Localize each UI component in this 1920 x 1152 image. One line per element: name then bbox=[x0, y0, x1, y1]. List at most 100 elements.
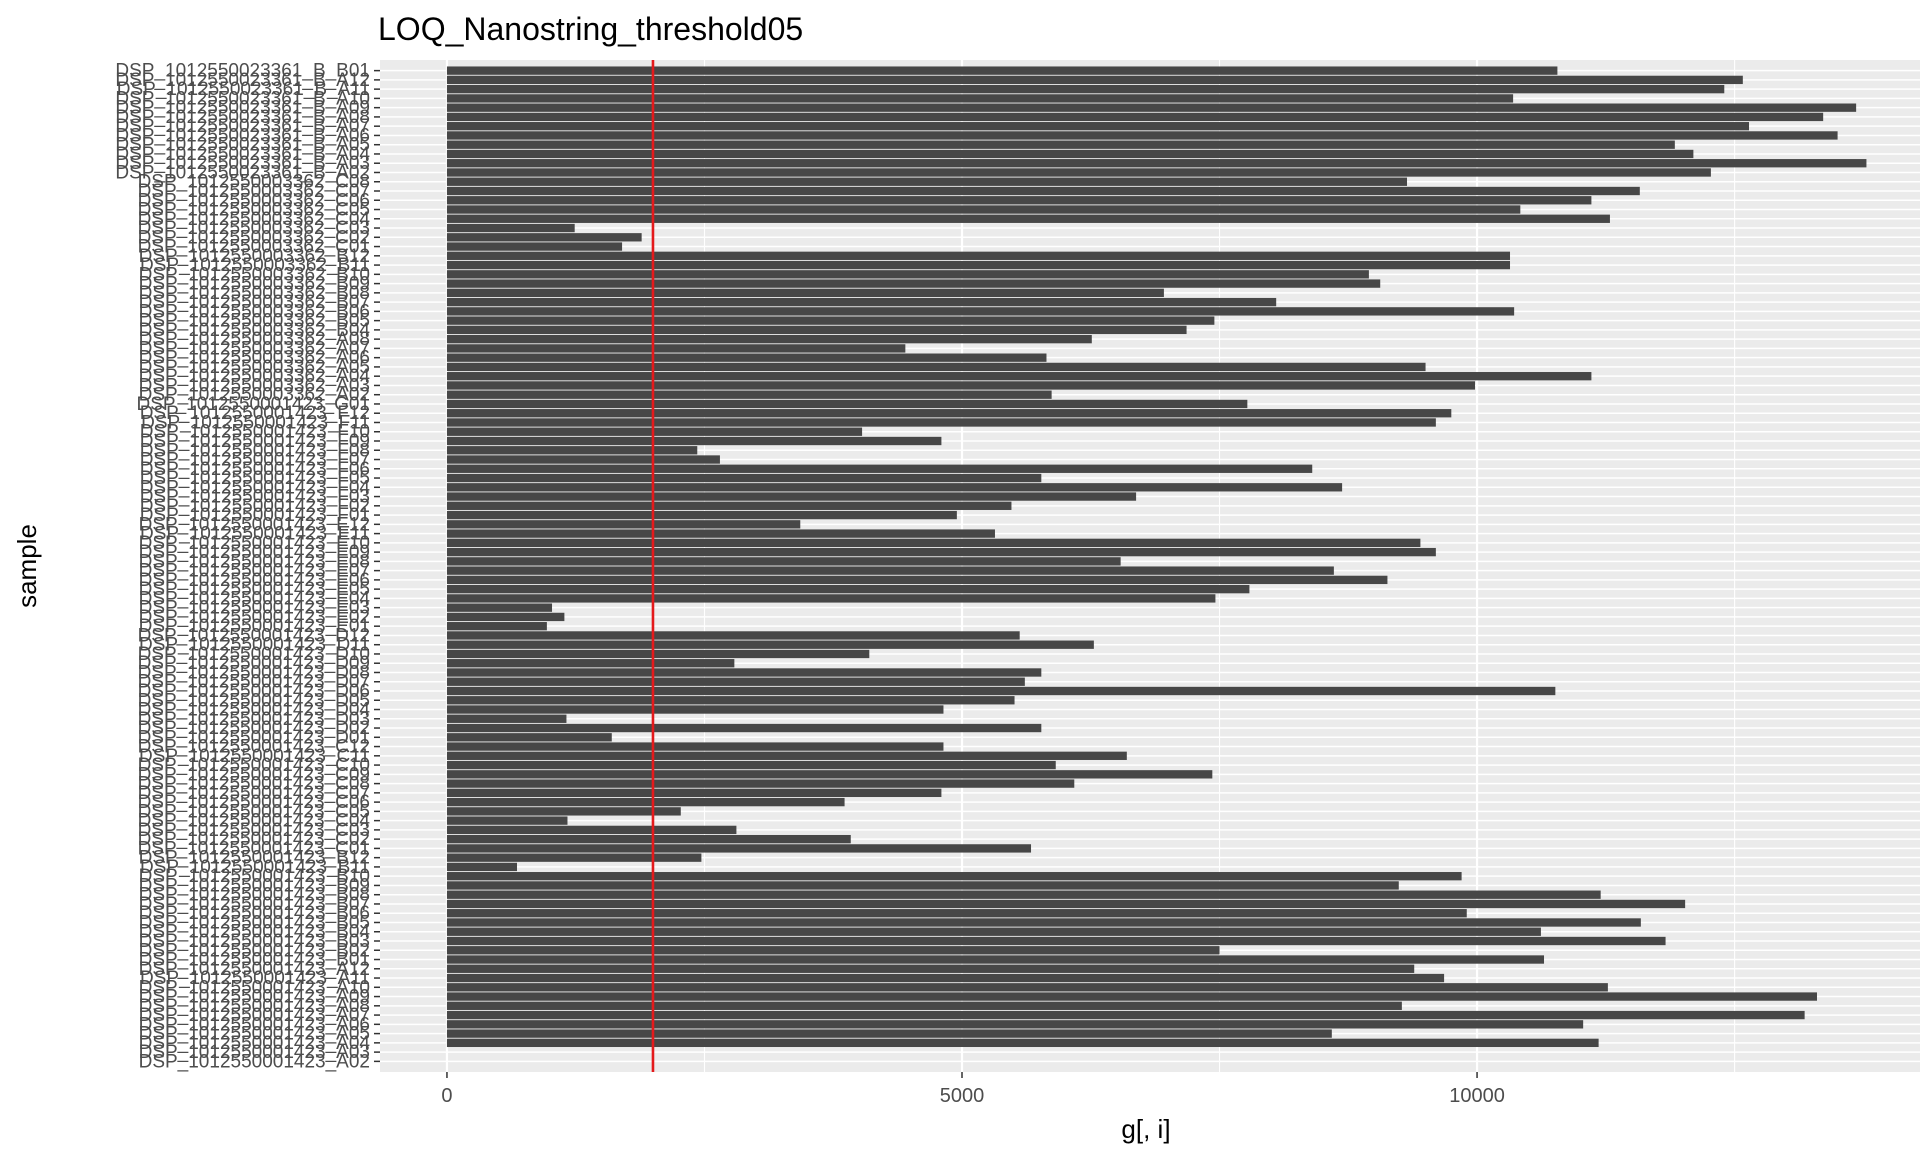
bar bbox=[447, 66, 1557, 74]
bar bbox=[447, 1020, 1583, 1028]
bar bbox=[447, 289, 1164, 297]
bar bbox=[447, 159, 1866, 167]
bar bbox=[447, 770, 1212, 778]
bar bbox=[447, 641, 1094, 649]
bar bbox=[447, 400, 1247, 408]
bar bbox=[447, 428, 862, 436]
bar bbox=[447, 261, 1510, 269]
bar bbox=[447, 955, 1544, 963]
bar bbox=[447, 585, 1249, 593]
bar bbox=[447, 224, 575, 232]
bar bbox=[447, 705, 944, 713]
bar bbox=[447, 316, 1214, 324]
bar bbox=[447, 566, 1334, 574]
bar bbox=[447, 279, 1380, 287]
y-axis-title: sample bbox=[12, 524, 42, 608]
bar bbox=[447, 1039, 1599, 1047]
bar bbox=[447, 233, 642, 241]
bar bbox=[447, 502, 1011, 510]
bar bbox=[447, 511, 957, 519]
bar bbox=[447, 816, 568, 824]
bar bbox=[447, 465, 1312, 473]
bar bbox=[447, 881, 1399, 889]
bar bbox=[447, 446, 697, 454]
bar bbox=[447, 622, 547, 630]
bar bbox=[447, 974, 1444, 982]
bar bbox=[447, 900, 1685, 908]
bar bbox=[447, 391, 1052, 399]
bar bbox=[447, 650, 869, 658]
bar bbox=[447, 826, 736, 834]
bar bbox=[447, 918, 1641, 926]
bar bbox=[447, 779, 1074, 787]
bar bbox=[447, 594, 1215, 602]
bar bbox=[447, 631, 1020, 639]
bar bbox=[447, 789, 941, 797]
bar bbox=[447, 678, 1025, 686]
bar bbox=[447, 455, 720, 463]
bar bbox=[447, 965, 1414, 973]
x-tick-label: 5000 bbox=[940, 1085, 985, 1107]
bar bbox=[447, 372, 1591, 380]
bar bbox=[447, 381, 1475, 389]
bar bbox=[447, 520, 800, 528]
x-axis: 0 5000 10000 bbox=[441, 1072, 1504, 1107]
bar bbox=[447, 363, 1426, 371]
bar bbox=[447, 492, 1136, 500]
bar bbox=[447, 242, 622, 250]
bar bbox=[447, 604, 552, 612]
bar bbox=[447, 557, 1121, 565]
bar bbox=[447, 752, 1127, 760]
bar bbox=[447, 946, 1220, 954]
bar bbox=[447, 983, 1608, 991]
bar bbox=[447, 168, 1711, 176]
bar bbox=[447, 798, 845, 806]
bar bbox=[447, 270, 1369, 278]
bar bbox=[447, 761, 1056, 769]
bar bbox=[447, 835, 851, 843]
bar bbox=[447, 909, 1467, 917]
bar bbox=[447, 696, 1015, 704]
bar bbox=[447, 178, 1407, 186]
y-axis-labels: DSP_1012550023361_B_B01DSP_1012550023361… bbox=[115, 61, 380, 1073]
bar bbox=[447, 354, 1047, 362]
bar bbox=[447, 548, 1436, 556]
bar bbox=[447, 742, 944, 750]
bar bbox=[447, 863, 517, 871]
bar bbox=[447, 844, 1031, 852]
bar bbox=[447, 733, 612, 741]
bar bbox=[447, 613, 564, 621]
y-tick-label: DSP_1012550001423_A02 bbox=[139, 1051, 370, 1072]
bar bbox=[447, 474, 1041, 482]
bar bbox=[447, 1002, 1402, 1010]
bar bbox=[447, 94, 1513, 102]
bar bbox=[447, 715, 566, 723]
bar bbox=[447, 85, 1724, 93]
bar bbox=[447, 891, 1601, 899]
bar bbox=[447, 326, 1187, 334]
bar bbox=[447, 307, 1514, 315]
bar bbox=[447, 141, 1675, 149]
bar bbox=[447, 854, 701, 862]
bar bbox=[447, 298, 1276, 306]
bar bbox=[447, 872, 1462, 880]
bar bbox=[447, 807, 681, 815]
bar bbox=[447, 1029, 1332, 1037]
bar bbox=[447, 215, 1610, 223]
bar bbox=[447, 576, 1387, 584]
bar bbox=[447, 937, 1666, 945]
bar bbox=[447, 668, 1041, 676]
bar bbox=[447, 659, 734, 667]
x-tick-label: 0 bbox=[441, 1085, 452, 1107]
bar bbox=[447, 196, 1591, 204]
bar bbox=[447, 928, 1541, 936]
bar bbox=[447, 409, 1451, 417]
bar bbox=[447, 150, 1693, 158]
bar bbox=[447, 539, 1420, 547]
bar bbox=[447, 418, 1436, 426]
bar bbox=[447, 187, 1640, 195]
bar bbox=[447, 76, 1743, 84]
bar bbox=[447, 104, 1856, 112]
bar bbox=[447, 335, 1092, 343]
